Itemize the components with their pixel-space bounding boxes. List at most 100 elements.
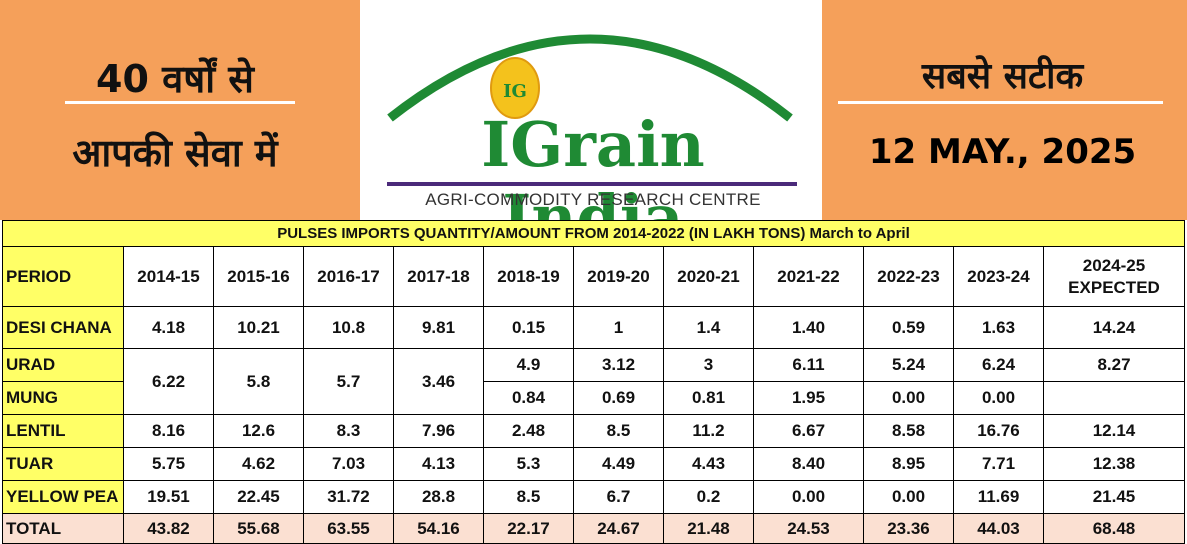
column-header: PERIOD bbox=[2, 246, 124, 307]
column-header: 2014-15 bbox=[123, 246, 214, 307]
table-cell: 5.24 bbox=[863, 348, 954, 382]
table-cell: 12.38 bbox=[1043, 447, 1185, 481]
left-tagline-line1: 40 वर्षों से bbox=[96, 57, 254, 101]
table-cell: 0.2 bbox=[663, 480, 754, 514]
table-cell: 22.17 bbox=[483, 513, 574, 544]
pulses-imports-table: PULSES IMPORTS QUANTITY/AMOUNT FROM 2014… bbox=[2, 220, 1185, 544]
table-cell: 4.18 bbox=[123, 306, 214, 349]
row-label: YELLOW PEA bbox=[2, 480, 124, 514]
table-cell: 2.48 bbox=[483, 414, 574, 448]
table-cell: 7.03 bbox=[303, 447, 394, 481]
table-row: TOTAL 43.82 55.68 63.55 54.16 22.17 24.67 21.48… bbox=[2, 513, 1185, 544]
table-title: PULSES IMPORTS QUANTITY/AMOUNT FROM 2014… bbox=[2, 220, 1185, 247]
logo-letters: IG bbox=[503, 81, 527, 102]
table-cell: 21.45 bbox=[1043, 480, 1185, 514]
table-cell: 23.36 bbox=[863, 513, 954, 544]
table-cell: 8.58 bbox=[863, 414, 954, 448]
right-divider-line bbox=[838, 101, 1163, 104]
table-row: MUNG 0.84 0.69 0.81 1.95 0.00 0.00 bbox=[2, 381, 1185, 415]
row-label: MUNG bbox=[2, 381, 124, 415]
table-cell: 5.3 bbox=[483, 447, 574, 481]
table-cell: 7.71 bbox=[953, 447, 1044, 481]
table-cell: 0.69 bbox=[573, 381, 664, 415]
row-label: TUAR bbox=[2, 447, 124, 481]
column-header: 2024-25 EXPECTED bbox=[1043, 246, 1185, 307]
table-cell: 44.03 bbox=[953, 513, 1044, 544]
table-row: YELLOW PEA 19.51 22.45 31.72 28.8 8.5 6.7 0.2 0.… bbox=[2, 480, 1185, 514]
table-cell: 3.12 bbox=[573, 348, 664, 382]
table-cell: 21.48 bbox=[663, 513, 754, 544]
table-row: TUAR 5.75 4.62 7.03 4.13 5.3 4.49 4.43 8.40 8.95 7… bbox=[2, 447, 1185, 481]
table-cell: 8.16 bbox=[123, 414, 214, 448]
table-cell: 63.55 bbox=[303, 513, 394, 544]
column-header-line: 2024-25 bbox=[1082, 255, 1146, 275]
table-cell: 6.24 bbox=[953, 348, 1044, 382]
table-row: DESI CHANA 4.18 10.21 10.8 9.81 0.15 1 1.4 1.40 0… bbox=[2, 306, 1185, 349]
table-cell: 8.5 bbox=[483, 480, 574, 514]
table-cell: 12.14 bbox=[1043, 414, 1185, 448]
table-header-row: PERIOD 2014-15 2015-16 2016-17 2017-18 2018-1… bbox=[2, 246, 1185, 307]
table-cell: 28.8 bbox=[393, 480, 484, 514]
table-cell: 8.5 bbox=[573, 414, 664, 448]
table-cell: 16.76 bbox=[953, 414, 1044, 448]
table-cell: 24.67 bbox=[573, 513, 664, 544]
table-cell: 4.62 bbox=[213, 447, 304, 481]
table-cell: 0.00 bbox=[753, 480, 864, 514]
column-header: 2019-20 bbox=[573, 246, 664, 307]
right-header-panel bbox=[822, 0, 1187, 220]
table-cell: 0.00 bbox=[953, 381, 1044, 415]
column-header: 2018-19 bbox=[483, 246, 574, 307]
table-cell: 5.8 bbox=[213, 348, 304, 415]
table-cell: 4.49 bbox=[573, 447, 664, 481]
table-cell: 22.45 bbox=[213, 480, 304, 514]
table-cell: 4.13 bbox=[393, 447, 484, 481]
table-cell: 0.81 bbox=[663, 381, 754, 415]
table-cell: 3.46 bbox=[393, 348, 484, 415]
column-header: 2022-23 bbox=[863, 246, 954, 307]
table-cell: 31.72 bbox=[303, 480, 394, 514]
table-cell: 0.59 bbox=[863, 306, 954, 349]
table-cell: 0.15 bbox=[483, 306, 574, 349]
table-cell: 11.69 bbox=[953, 480, 1044, 514]
column-header: 2015-16 bbox=[213, 246, 304, 307]
table-cell: 0.00 bbox=[863, 381, 954, 415]
brand-subtitle: AGRI-COMMODITY RESEARCH CENTRE bbox=[425, 190, 761, 209]
left-header-panel bbox=[0, 0, 360, 220]
table-cell: 9.81 bbox=[393, 306, 484, 349]
right-tagline: सबसे सटीक bbox=[921, 56, 1084, 97]
table-cell: 0.84 bbox=[483, 381, 574, 415]
table-cell: 24.53 bbox=[753, 513, 864, 544]
column-header-line: EXPECTED bbox=[1068, 277, 1160, 297]
table-cell: 6.7 bbox=[573, 480, 664, 514]
column-header: 2016-17 bbox=[303, 246, 394, 307]
row-label: DESI CHANA bbox=[2, 306, 124, 349]
table-cell: 1.4 bbox=[663, 306, 754, 349]
table-cell: 10.8 bbox=[303, 306, 394, 349]
table-cell: 7.96 bbox=[393, 414, 484, 448]
table-cell: 0.00 bbox=[863, 480, 954, 514]
report-date: 12 MAY., 2025 bbox=[868, 132, 1137, 172]
table-cell: 12.6 bbox=[213, 414, 304, 448]
table-row: URAD 6.22 5.8 5.7 3.46 4.9 3.12 3 6.11 5.24 6.24 8.… bbox=[2, 348, 1185, 415]
table-cell: 5.7 bbox=[303, 348, 394, 415]
table-cell: 19.51 bbox=[123, 480, 214, 514]
table-row: LENTIL 8.16 12.6 8.3 7.96 2.48 8.5 11.2 6.67 8.58… bbox=[2, 414, 1185, 448]
table-cell: 43.82 bbox=[123, 513, 214, 544]
table-cell: 10.21 bbox=[213, 306, 304, 349]
column-header: 2017-18 bbox=[393, 246, 484, 307]
table-cell: 6.11 bbox=[753, 348, 864, 382]
left-tagline-line2: आपकी सेवा में bbox=[72, 131, 278, 175]
left-divider-line bbox=[65, 101, 295, 104]
table-cell: 8.3 bbox=[303, 414, 394, 448]
table-cell: 3 bbox=[663, 348, 754, 382]
table-cell: 54.16 bbox=[393, 513, 484, 544]
brand-underline bbox=[387, 182, 797, 186]
table-cell: 11.2 bbox=[663, 414, 754, 448]
brand-logo: IG bbox=[387, 34, 793, 122]
table-title-row: PULSES IMPORTS QUANTITY/AMOUNT FROM 2014… bbox=[2, 220, 1185, 247]
table-cell: 55.68 bbox=[213, 513, 304, 544]
table-cell: 8.27 bbox=[1043, 348, 1185, 382]
table-cell: 1 bbox=[573, 306, 664, 349]
table-cell: 68.48 bbox=[1043, 513, 1185, 544]
row-label: TOTAL bbox=[2, 513, 124, 544]
